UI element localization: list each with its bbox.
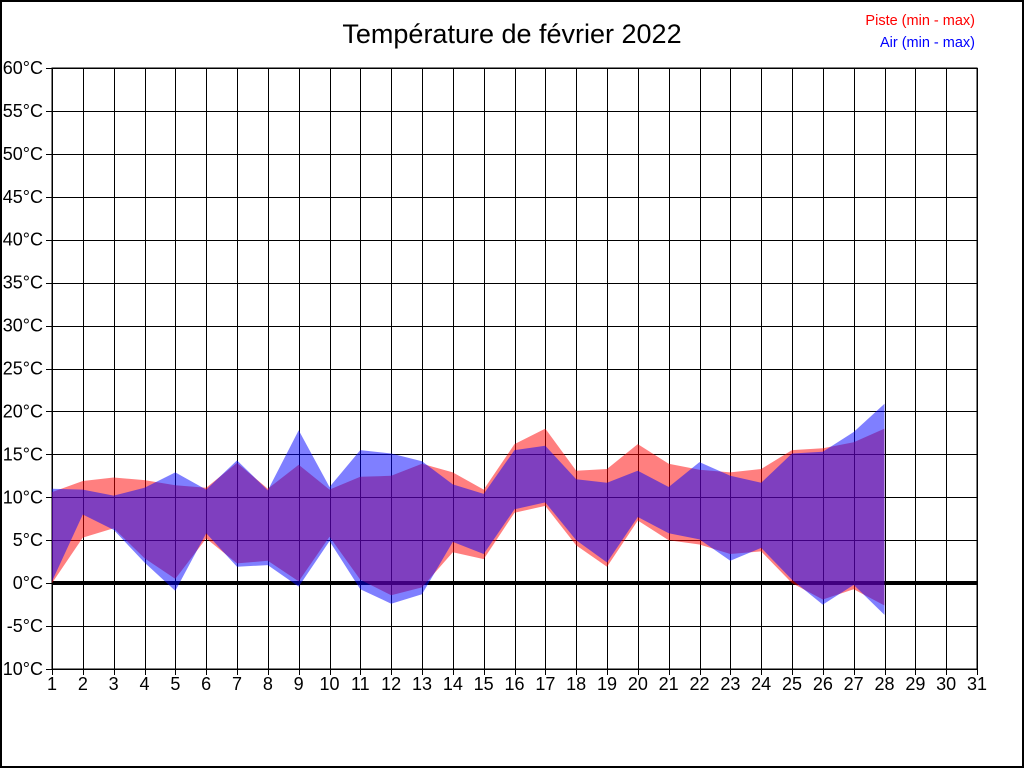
y-tick-label: -10°C [2, 659, 43, 679]
y-tick-label: 25°C [3, 359, 43, 379]
legend-item-air: Air (min - max) [879, 35, 975, 51]
y-tick-label: 55°C [3, 101, 43, 121]
y-tick-label: 15°C [3, 444, 43, 464]
x-tick-label: 17 [535, 674, 555, 694]
y-tick-label: 45°C [3, 187, 43, 207]
x-tick-label: 14 [443, 674, 463, 694]
y-tick-label: 0°C [13, 573, 43, 593]
x-tick-label: 24 [751, 674, 771, 694]
x-tick-label: 10 [319, 674, 339, 694]
x-tick-label: 30 [936, 674, 956, 694]
x-tick-label: 22 [689, 674, 709, 694]
y-tick-label: 10°C [3, 487, 43, 507]
x-tick-label: 15 [474, 674, 494, 694]
x-tick-label: 3 [109, 674, 119, 694]
x-tick-label: 16 [504, 674, 524, 694]
y-tick-label: -5°C [7, 616, 43, 636]
legend: Piste (min - max) Air (min - max) [865, 10, 975, 54]
x-tick-label: 31 [967, 674, 987, 694]
x-tick-label: 9 [294, 674, 304, 694]
chart-title: Température de février 2022 [342, 19, 682, 49]
y-tick-label: 50°C [3, 144, 43, 164]
legend-item-piste: Piste (min - max) [865, 13, 975, 29]
x-tick-label: 12 [381, 674, 401, 694]
y-tick-label: 60°C [3, 58, 43, 78]
y-tick-label: 20°C [3, 401, 43, 421]
x-tick-label: 23 [720, 674, 740, 694]
x-tick-label: 6 [201, 674, 211, 694]
y-tick-label: 40°C [3, 230, 43, 250]
x-tick-label: 28 [874, 674, 894, 694]
plot-frame [51, 67, 978, 670]
x-tick-label: 18 [566, 674, 586, 694]
x-tick-label: 27 [844, 674, 864, 694]
x-tick-label: 13 [412, 674, 432, 694]
x-tick-label: 29 [905, 674, 925, 694]
x-tick-label: 7 [232, 674, 242, 694]
x-tick-label: 26 [813, 674, 833, 694]
x-tick-label: 19 [597, 674, 617, 694]
x-tick-label: 5 [170, 674, 180, 694]
y-tick-label: 35°C [3, 273, 43, 293]
x-tick-label: 8 [263, 674, 273, 694]
x-tick-label: 4 [139, 674, 149, 694]
y-tick-label: 5°C [13, 530, 43, 550]
x-tick-label: 11 [351, 674, 370, 694]
x-tick-label: 20 [628, 674, 648, 694]
air-band [52, 403, 885, 615]
x-tick-label: 2 [78, 674, 88, 694]
x-tick-label: 21 [659, 674, 679, 694]
x-tick-label: 25 [782, 674, 802, 694]
y-tick-label: 30°C [3, 316, 43, 336]
x-tick-label: 1 [47, 674, 57, 694]
